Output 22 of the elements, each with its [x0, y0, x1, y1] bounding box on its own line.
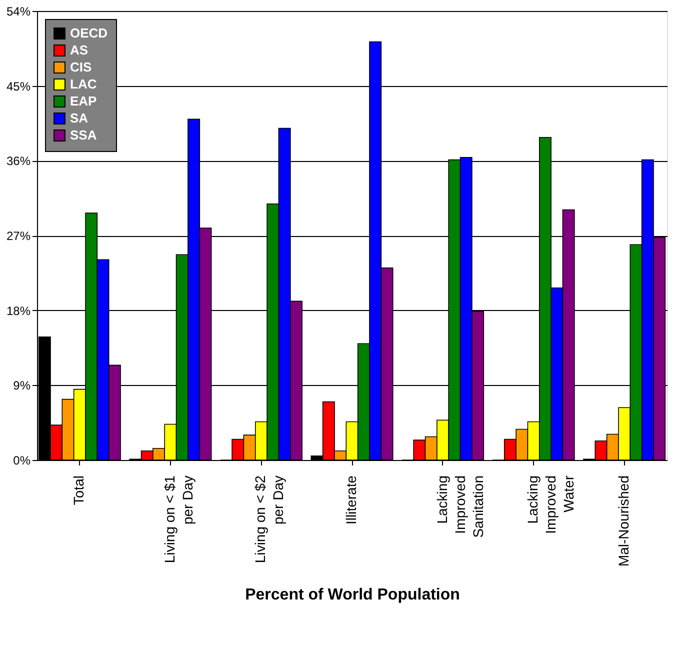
x-axis-title: Percent of World Population: [245, 586, 460, 604]
y-tick-label: 36%: [6, 154, 31, 168]
legend-label: LAC: [70, 76, 98, 92]
x-tick-label: Mal-Nourished: [615, 476, 632, 567]
x-tick-label: Lacking Improved Water: [524, 475, 577, 534]
legend-label: CIS: [70, 60, 92, 74]
y-tick-label: 45%: [6, 79, 31, 94]
x-tick-label: Living on < $1 per Day: [161, 475, 196, 564]
y-tick-label: 27%: [6, 229, 31, 243]
x-tick-label: Illiterate: [343, 475, 359, 525]
legend-label: AS: [70, 42, 88, 58]
x-tick-label: Living on < $2 per Day: [252, 475, 286, 564]
y-tick-label: 54%: [6, 4, 31, 18]
legend-label: OECD: [70, 26, 108, 40]
legend-label: EAP: [70, 94, 98, 108]
x-tick-label: Lacking Improved Sanitation: [434, 476, 486, 538]
y-tick-label: 18%: [6, 304, 31, 318]
legend-label: SSA: [70, 128, 98, 142]
legend-label: SA: [70, 110, 89, 126]
x-tick-label: Total: [70, 476, 87, 506]
y-tick-label: 0%: [13, 454, 31, 468]
y-tick-label: 9%: [13, 378, 31, 393]
